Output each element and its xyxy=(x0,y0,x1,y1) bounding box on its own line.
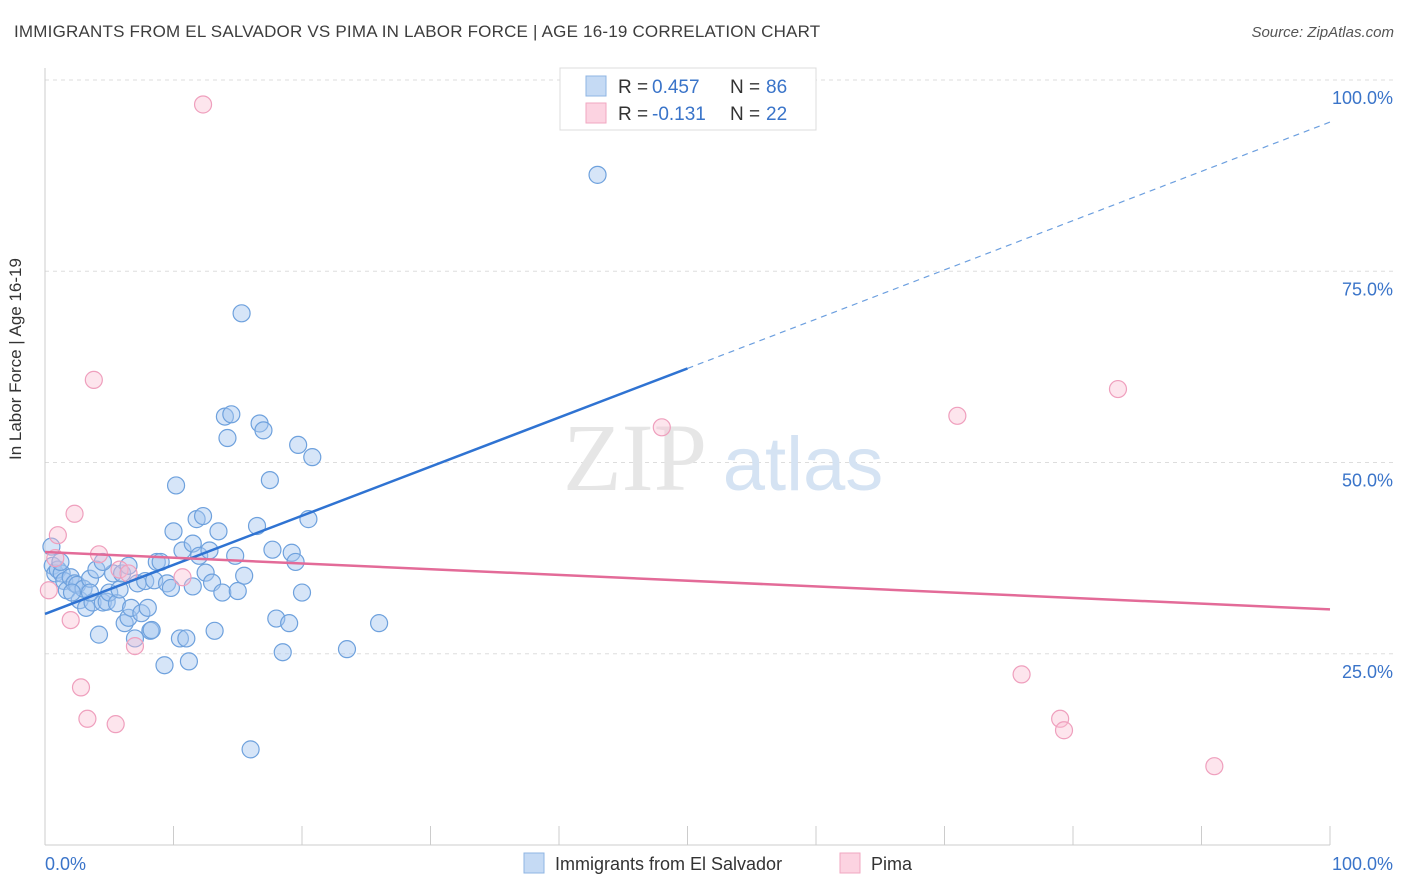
data-points xyxy=(39,95,1224,776)
point-pima xyxy=(39,581,58,600)
point-el-salvador xyxy=(183,577,202,596)
point-el-salvador xyxy=(141,621,160,640)
point-el-salvador xyxy=(177,629,196,648)
point-pima xyxy=(1012,665,1031,684)
point-el-salvador xyxy=(282,543,301,562)
point-el-salvador xyxy=(263,540,282,559)
y-axis-label: In Labor Force | Age 16-19 xyxy=(6,258,25,460)
y-tick-label: 100.0% xyxy=(1332,88,1393,108)
point-pima xyxy=(71,678,91,697)
point-pima xyxy=(173,568,192,587)
series-legend: Immigrants from El Salvador Pima xyxy=(523,852,913,874)
stats-swatch-blue xyxy=(585,75,607,97)
axes xyxy=(44,68,1331,846)
point-el-salvador xyxy=(119,556,138,575)
y-tick-labels: 25.0% 50.0% 75.0% 100.0% xyxy=(1332,88,1393,682)
stats-n-value-1: 86 xyxy=(766,77,787,98)
point-pima xyxy=(84,370,103,389)
point-el-salvador xyxy=(289,435,308,455)
y-tick-label: 25.0% xyxy=(1342,662,1393,682)
point-el-salvador xyxy=(303,448,322,467)
trend-line-el-salvador-extension xyxy=(687,121,1331,369)
stats-n-value-2: 22 xyxy=(766,104,787,125)
point-el-salvador xyxy=(280,614,299,633)
stats-n-label-2: N = xyxy=(730,104,760,125)
stats-r-label-2: R = xyxy=(618,104,648,125)
point-pima xyxy=(1205,757,1224,776)
point-el-salvador xyxy=(254,421,273,440)
point-el-salvador xyxy=(260,470,279,490)
point-pima xyxy=(1051,709,1070,728)
watermark-atlas: atlas xyxy=(723,422,884,507)
legend-label-el-salvador: Immigrants from El Salvador xyxy=(555,854,782,874)
point-pima xyxy=(65,504,84,523)
point-pima xyxy=(106,715,125,734)
stats-r-value-1: 0.457 xyxy=(652,77,700,98)
x-tick-labels: 0.0% 100.0% xyxy=(45,854,1393,874)
point-el-salvador xyxy=(80,569,100,588)
point-el-salvador xyxy=(107,594,127,613)
point-el-salvador xyxy=(62,583,82,602)
point-el-salvador xyxy=(213,583,232,602)
point-el-salvador xyxy=(164,522,183,541)
legend-swatch-pima xyxy=(839,852,861,874)
point-pima xyxy=(125,636,145,656)
stats-n-label-1: N = xyxy=(730,77,760,98)
stats-r-label-1: R = xyxy=(618,77,648,98)
point-el-salvador xyxy=(292,583,312,602)
point-el-salvador xyxy=(235,566,254,585)
point-el-salvador xyxy=(170,629,190,648)
legend-label-pima: Pima xyxy=(871,854,913,874)
point-pima xyxy=(61,610,80,630)
trend-lines xyxy=(44,121,1331,616)
point-el-salvador xyxy=(161,578,181,598)
point-el-salvador xyxy=(228,581,247,601)
trend-line-el-salvador xyxy=(44,367,688,616)
point-el-salvador xyxy=(209,522,228,541)
point-pima xyxy=(193,95,213,114)
chart-title: IMMIGRANTS FROM EL SALVADOR VS PIMA IN L… xyxy=(14,22,821,41)
source-label: Source: ZipAtlas.com xyxy=(1251,24,1394,41)
point-el-salvador xyxy=(337,640,357,659)
y-tick-label: 75.0% xyxy=(1342,279,1393,299)
y-tick-label: 50.0% xyxy=(1342,471,1393,491)
watermark-zip: ZIP xyxy=(563,404,707,511)
point-el-salvador xyxy=(193,506,213,526)
point-el-salvador xyxy=(138,598,157,617)
point-pima xyxy=(110,560,129,579)
point-el-salvador xyxy=(125,629,145,648)
stats-r-value-2: -0.131 xyxy=(652,104,706,125)
point-el-salvador xyxy=(142,620,161,640)
point-pima xyxy=(1054,721,1074,740)
x-tick-label: 0.0% xyxy=(45,854,86,874)
point-el-salvador xyxy=(155,656,174,675)
point-pima xyxy=(78,709,97,728)
point-el-salvador xyxy=(196,563,215,582)
stats-swatch-pink xyxy=(585,102,607,124)
point-el-salvador xyxy=(273,643,292,662)
trend-line-pima xyxy=(44,550,1331,611)
point-el-salvador xyxy=(166,476,186,495)
point-el-salvador xyxy=(222,405,241,424)
stats-legend: R = 0.457 N = 86 R = -0.131 N = 22 xyxy=(559,67,817,131)
point-el-salvador xyxy=(232,304,251,323)
legend-swatch-el-salvador xyxy=(523,852,545,874)
point-el-salvador xyxy=(205,621,224,640)
point-el-salvador xyxy=(241,740,260,759)
point-pima xyxy=(652,418,671,437)
point-pima xyxy=(1108,379,1128,399)
point-el-salvador xyxy=(218,428,237,448)
point-el-salvador xyxy=(89,625,109,644)
point-el-salvador xyxy=(370,614,389,633)
point-pima xyxy=(948,406,967,425)
point-pima xyxy=(48,526,67,545)
point-el-salvador xyxy=(179,652,199,671)
point-el-salvador xyxy=(588,165,607,184)
x-tick-label: 100.0% xyxy=(1332,854,1393,874)
